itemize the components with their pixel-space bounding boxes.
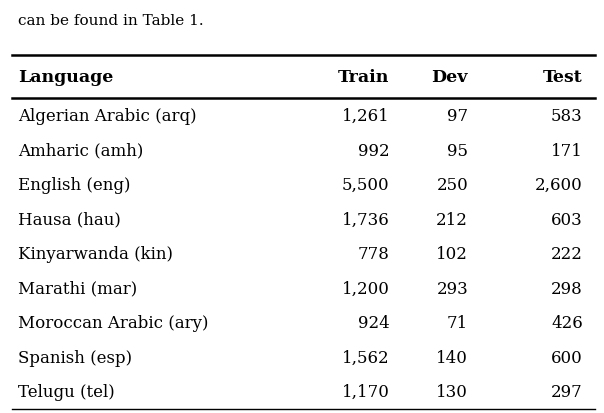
- Text: 600: 600: [551, 349, 583, 366]
- Text: 603: 603: [551, 211, 583, 228]
- Text: 250: 250: [436, 177, 468, 194]
- Text: 992: 992: [358, 142, 390, 159]
- Text: Language: Language: [18, 69, 114, 86]
- Text: 297: 297: [551, 383, 583, 400]
- Text: 212: 212: [436, 211, 468, 228]
- Text: 95: 95: [447, 142, 468, 159]
- Text: 1,736: 1,736: [342, 211, 390, 228]
- Text: 1,200: 1,200: [342, 280, 390, 297]
- Text: 1,261: 1,261: [342, 108, 390, 125]
- Text: Algerian Arabic (arq): Algerian Arabic (arq): [18, 108, 197, 125]
- Text: Test: Test: [543, 69, 583, 86]
- Text: 71: 71: [447, 314, 468, 331]
- Text: 2,600: 2,600: [535, 177, 583, 194]
- Text: 293: 293: [436, 280, 468, 297]
- Text: Train: Train: [338, 69, 390, 86]
- Text: 1,170: 1,170: [342, 383, 390, 400]
- Text: 924: 924: [358, 314, 390, 331]
- Text: 102: 102: [436, 245, 468, 263]
- Text: Dev: Dev: [432, 69, 468, 86]
- Text: Hausa (hau): Hausa (hau): [18, 211, 121, 228]
- Text: can be found in Table 1.: can be found in Table 1.: [18, 14, 204, 28]
- Text: Spanish (esp): Spanish (esp): [18, 349, 132, 366]
- Text: Kinyarwanda (kin): Kinyarwanda (kin): [18, 245, 173, 263]
- Text: Moroccan Arabic (ary): Moroccan Arabic (ary): [18, 314, 208, 331]
- Text: 426: 426: [551, 314, 583, 331]
- Text: English (eng): English (eng): [18, 177, 130, 194]
- Text: 140: 140: [436, 349, 468, 366]
- Text: 171: 171: [551, 142, 583, 159]
- Text: 778: 778: [358, 245, 390, 263]
- Text: 97: 97: [447, 108, 468, 125]
- Text: 298: 298: [551, 280, 583, 297]
- Text: 1,562: 1,562: [342, 349, 390, 366]
- Text: Marathi (mar): Marathi (mar): [18, 280, 137, 297]
- Text: 222: 222: [551, 245, 583, 263]
- Text: Telugu (tel): Telugu (tel): [18, 383, 115, 400]
- Text: 583: 583: [551, 108, 583, 125]
- Text: 130: 130: [436, 383, 468, 400]
- Text: Amharic (amh): Amharic (amh): [18, 142, 144, 159]
- Text: 5,500: 5,500: [342, 177, 390, 194]
